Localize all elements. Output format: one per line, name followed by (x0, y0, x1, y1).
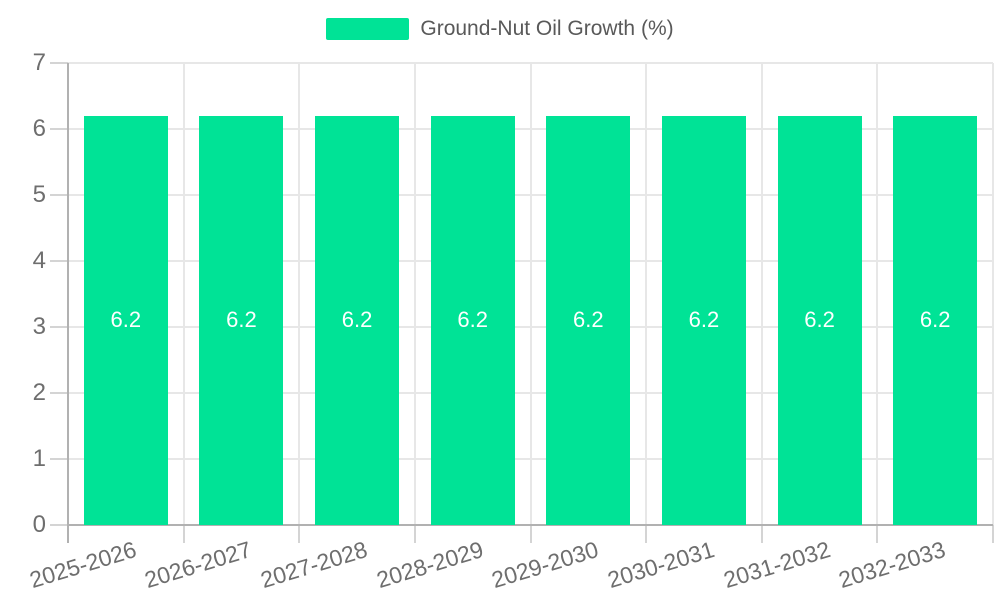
bar[interactable] (430, 115, 515, 525)
y-axis-tick (50, 128, 68, 130)
bar[interactable] (893, 115, 978, 525)
gridline-vertical (413, 63, 416, 525)
y-axis-tick (50, 392, 68, 394)
y-axis-label: 7 (32, 49, 46, 76)
gridline-vertical (182, 63, 185, 525)
y-axis-tick (50, 260, 68, 262)
bar-value-label: 6.2 (919, 307, 951, 333)
x-axis-tick (413, 525, 416, 543)
y-axis-tick (50, 62, 68, 64)
bar[interactable] (83, 115, 168, 525)
x-axis-label: 2029-2030 (488, 536, 602, 594)
bar-value-label: 6.2 (804, 307, 835, 333)
bar-value-label: 6.2 (457, 307, 488, 333)
x-axis-tick (992, 525, 994, 543)
x-axis-tick (182, 525, 185, 543)
x-axis-tick (876, 525, 879, 543)
x-axis-tick (529, 525, 532, 543)
x-axis-label: 2030-2031 (604, 536, 718, 594)
x-axis-tick (760, 525, 763, 543)
legend-label[interactable]: Ground-Nut Oil Growth (%) (420, 17, 674, 40)
x-axis-label: 2026-2027 (141, 536, 255, 594)
y-axis-label: 2 (32, 379, 46, 406)
bar-value-label: 6.2 (573, 307, 604, 333)
legend: Ground-Nut Oil Growth (%) (0, 18, 1000, 40)
x-axis-label: 2025-2026 (26, 536, 140, 594)
x-axis-tick (298, 525, 301, 543)
y-axis-label: 3 (32, 313, 46, 340)
bar[interactable] (199, 115, 284, 525)
bar[interactable] (661, 115, 746, 525)
gridline-vertical (992, 63, 994, 525)
gridline-vertical (529, 63, 532, 525)
bar-value-label: 6.2 (341, 307, 373, 333)
bar[interactable] (777, 115, 862, 525)
bar-value-label: 6.2 (226, 307, 257, 333)
y-axis-label: 4 (32, 247, 46, 274)
gridline-vertical (760, 63, 763, 525)
gridline-vertical (298, 63, 301, 525)
bar-value-label: 6.2 (688, 307, 720, 333)
bar[interactable] (315, 115, 400, 525)
y-axis-line (67, 63, 69, 543)
y-axis-tick (50, 458, 68, 460)
x-axis-tick (645, 525, 648, 543)
x-axis-label: 2027-2028 (257, 536, 371, 594)
y-axis-tick (50, 326, 68, 328)
y-axis-label: 1 (32, 445, 46, 472)
x-axis-line (68, 524, 993, 526)
bar-value-label: 6.2 (110, 307, 142, 333)
y-axis-tick (50, 524, 68, 526)
y-axis-label: 5 (32, 181, 46, 208)
x-axis-label: 2031-2032 (720, 536, 833, 594)
x-axis-label: 2032-2033 (835, 536, 949, 594)
y-axis-label: 6 (32, 115, 46, 142)
gridline-vertical (876, 63, 879, 525)
y-axis-label: 0 (32, 511, 46, 538)
gridline-vertical (645, 63, 648, 525)
bar[interactable] (546, 115, 631, 525)
y-axis-tick (50, 194, 68, 196)
legend-swatch[interactable] (326, 18, 410, 40)
x-axis-label: 2028-2029 (373, 536, 486, 594)
